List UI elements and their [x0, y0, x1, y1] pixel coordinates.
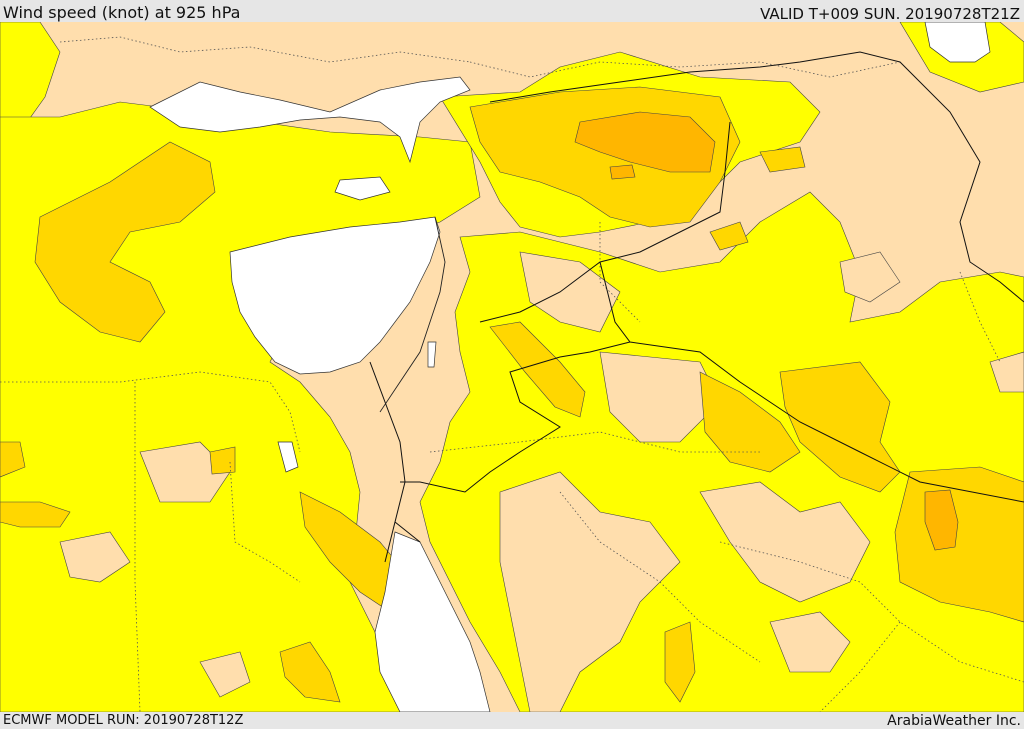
mediterranean-sea: [229, 216, 441, 375]
footer-bar: [0, 712, 1024, 729]
wind-band-orange: [574, 111, 959, 551]
valid-time: VALID T+009 SUN. 20190728T21Z: [760, 5, 1020, 23]
coast-highlights: [379, 216, 446, 413]
country-borders: [0, 36, 1024, 712]
cyprus-gulf: [334, 176, 391, 201]
wind-speed-map: [0, 22, 1024, 712]
map-title: Wind speed (knot) at 925 hPa: [3, 3, 241, 22]
gulf-of-suez: [277, 441, 299, 473]
model-run: ECMWF MODEL RUN: 20190728T12Z: [3, 713, 244, 728]
red-sea: [374, 531, 491, 712]
seas: [149, 22, 991, 712]
caspian-sea: [924, 22, 991, 63]
dead-sea: [427, 341, 437, 368]
main-borders: [369, 51, 1024, 563]
brand-credit: ArabiaWeather Inc.: [887, 713, 1021, 729]
wind-band-low-patches: [59, 251, 1024, 712]
aegean-sea: [149, 76, 471, 164]
header-bar: [0, 0, 1024, 22]
